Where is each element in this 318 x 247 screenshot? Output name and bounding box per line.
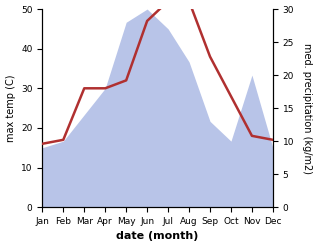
X-axis label: date (month): date (month): [116, 231, 199, 242]
Y-axis label: med. precipitation (kg/m2): med. precipitation (kg/m2): [302, 43, 313, 174]
Y-axis label: max temp (C): max temp (C): [5, 74, 16, 142]
